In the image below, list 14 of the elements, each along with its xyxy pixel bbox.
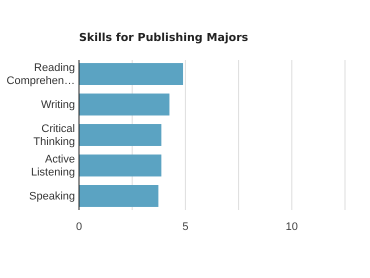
bar (79, 63, 184, 85)
y-tick-label: Speaking (29, 190, 75, 202)
bar (79, 124, 162, 146)
x-tick-label: 0 (76, 220, 82, 233)
y-tick-label: Reading Comprehen… (6, 62, 75, 88)
chart-title: Skills for Publishing Majors (79, 31, 249, 44)
bar (79, 154, 162, 176)
y-tick-label: Writing (40, 99, 75, 112)
bar (79, 94, 170, 116)
y-tick-label: Critical Thinking (33, 122, 75, 148)
y-tick-label: Active Listening (30, 153, 75, 179)
x-tick-label: 5 (182, 220, 188, 233)
bar (79, 185, 158, 207)
x-tick-label: 10 (286, 220, 298, 233)
